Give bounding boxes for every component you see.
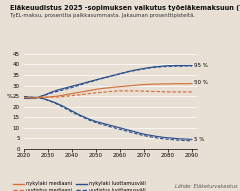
Text: 95 %: 95 % xyxy=(194,63,208,68)
Text: Lähde: Eläketurvakeskus: Lähde: Eläketurvakeskus xyxy=(175,184,238,189)
Legend: nykylaki mediaani, uudistus mediaani, nykylaki luottamusväli, uudistus luottamus: nykylaki mediaani, uudistus mediaani, ny… xyxy=(13,181,146,191)
Text: TyEL-maksu, prosenttia palkkasummasta. Jakauman prosenttipisteitä.: TyEL-maksu, prosenttia palkkasummasta. J… xyxy=(10,13,194,18)
Text: 50 %: 50 % xyxy=(194,80,208,85)
Text: Eläkeuudistus 2025 -sopimuksen vaikutus työeläkemaksuun (TyEL): Eläkeuudistus 2025 -sopimuksen vaikutus … xyxy=(10,5,240,11)
Text: 5 %: 5 % xyxy=(194,137,205,142)
Y-axis label: %: % xyxy=(7,94,13,99)
